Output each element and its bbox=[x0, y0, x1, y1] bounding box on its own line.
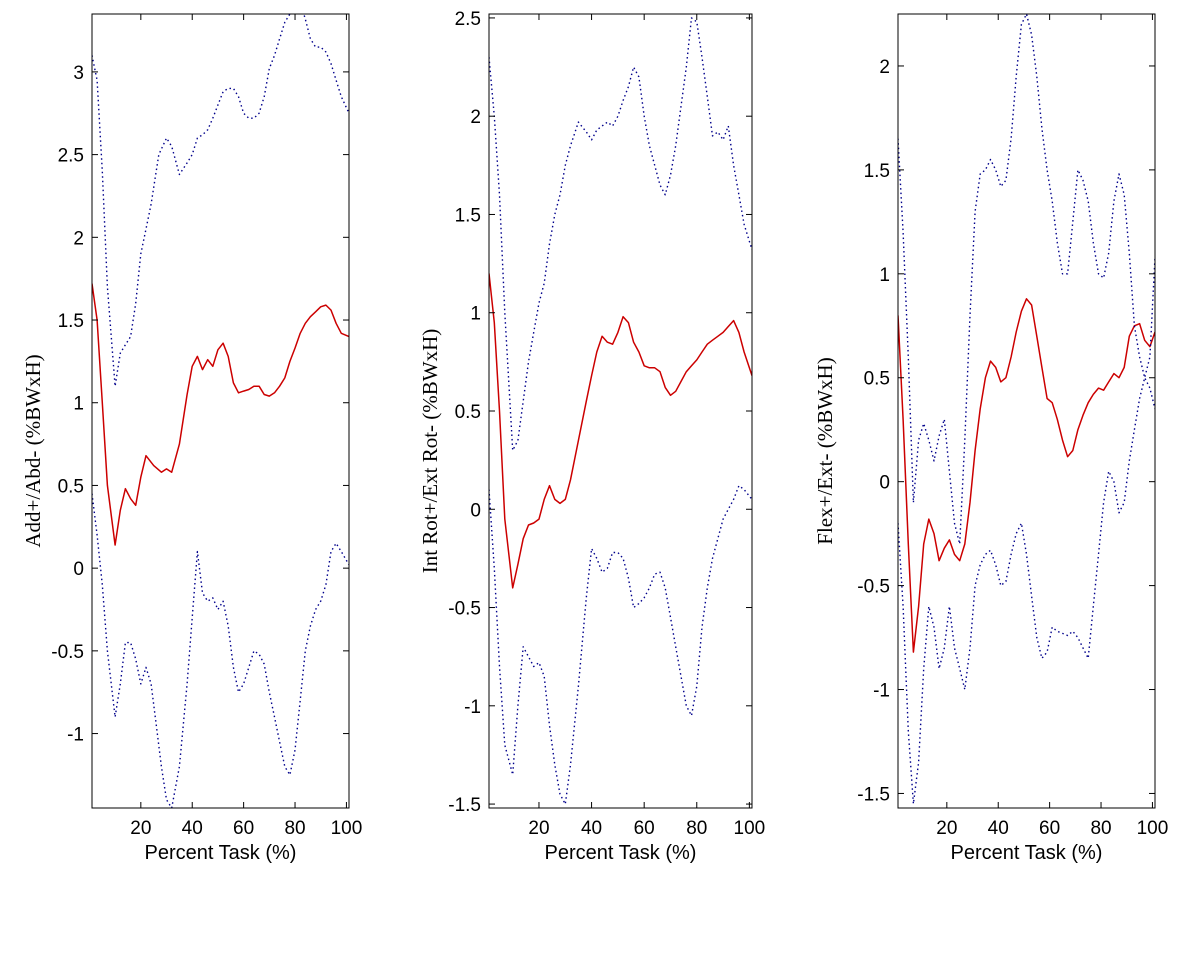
add-abd-x-tick-label: 40 bbox=[182, 818, 203, 839]
flex-ext-y-tick-label: 0 bbox=[879, 473, 890, 494]
add-abd-y-tick-label: 0 bbox=[73, 559, 84, 580]
flex-ext-x-axis-label: Percent Task (%) bbox=[951, 842, 1103, 864]
add-abd-x-tick-label: 60 bbox=[233, 818, 254, 839]
add-abd-axes-box bbox=[91, 13, 350, 809]
add-abd-y-tick-label: 2.5 bbox=[58, 146, 84, 167]
chart-panel-int-ext-rot: 20 40 60 80 100 -1.5 -1 -0.5 0 0.5 1 1.5 2 2.5 Percent… bbox=[418, 9, 765, 864]
flex-ext-series-bound-line-2 bbox=[898, 377, 1155, 805]
add-abd-y-axis-label: Add+/Abd- (%BWxH) bbox=[21, 354, 45, 547]
int-ext-rot-x-axis-label: Percent Task (%) bbox=[545, 842, 697, 864]
chart-panel-add-abd: 20 40 60 80 100 -1 -0.5 0 0.5 1 1.5 2 2.5 3 Percent Ta… bbox=[21, 13, 363, 864]
int-ext-rot-y-tick-label: 0 bbox=[470, 500, 481, 521]
flex-ext-x-tick-label: 20 bbox=[936, 818, 957, 839]
flex-ext-y-tick-label: 1.5 bbox=[864, 161, 890, 182]
flex-ext-x-tick-label: 80 bbox=[1090, 818, 1111, 839]
add-abd-series-mean-line bbox=[92, 283, 349, 546]
flex-ext-y-axis-label: Flex+/Ext- (%BWxH) bbox=[813, 357, 837, 544]
int-ext-rot-series-bound-line-1 bbox=[489, 17, 752, 451]
int-ext-rot-x-tick-label: 40 bbox=[581, 818, 602, 839]
flex-ext-x-tick-label: 60 bbox=[1039, 818, 1060, 839]
flex-ext-y-tick-label: -0.5 bbox=[857, 577, 890, 598]
int-ext-rot-x-tick-label: 20 bbox=[528, 818, 549, 839]
int-ext-rot-y-tick-label: 0.5 bbox=[455, 402, 481, 423]
flex-ext-x-tick-label: 100 bbox=[1137, 818, 1169, 839]
int-ext-rot-y-tick-label: -1 bbox=[464, 697, 481, 718]
add-abd-x-tick-label: 100 bbox=[331, 818, 363, 839]
int-ext-rot-y-tick-label: -1.5 bbox=[448, 795, 481, 816]
int-ext-rot-series-mean-line bbox=[489, 273, 752, 589]
flex-ext-series-mean-line bbox=[898, 298, 1155, 653]
flex-ext-y-tick-label: -1 bbox=[873, 681, 890, 702]
add-abd-series-bound-line-2 bbox=[92, 493, 349, 808]
add-abd-x-axis-label: Percent Task (%) bbox=[145, 842, 297, 864]
add-abd-x-tick-label: 80 bbox=[284, 818, 305, 839]
int-ext-rot-axes-box bbox=[488, 13, 753, 809]
add-abd-y-tick-label: 3 bbox=[73, 63, 84, 84]
flex-ext-series-bound-line-1 bbox=[898, 14, 1155, 545]
add-abd-y-tick-label: 0.5 bbox=[58, 476, 84, 497]
flex-ext-x-tick-label: 40 bbox=[988, 818, 1009, 839]
int-ext-rot-y-tick-label: 2 bbox=[470, 107, 481, 128]
int-ext-rot-y-tick-label: -0.5 bbox=[448, 599, 481, 620]
add-abd-y-tick-label: -1 bbox=[67, 725, 84, 746]
flex-ext-y-tick-label: 1 bbox=[879, 265, 890, 286]
add-abd-y-tick-label: 2 bbox=[73, 228, 84, 249]
add-abd-y-tick-label: 1.5 bbox=[58, 311, 84, 332]
chart-panel-flex-ext: 20 40 60 80 100 -1.5 -1 -0.5 0 0.5 1 1.5 2 Percent Ta… bbox=[813, 13, 1169, 864]
int-ext-rot-y-tick-label: 1 bbox=[470, 304, 481, 325]
add-abd-y-tick-label: 1 bbox=[73, 394, 84, 415]
int-ext-rot-x-tick-label: 100 bbox=[734, 818, 766, 839]
int-ext-rot-y-tick-label: 2.5 bbox=[455, 9, 481, 30]
int-ext-rot-y-axis-label: Int Rot+/Ext Rot- (%BWxH) bbox=[418, 329, 442, 574]
add-abd-y-tick-label: -0.5 bbox=[51, 642, 84, 663]
add-abd-x-tick-label: 20 bbox=[130, 818, 151, 839]
flex-ext-axes-box bbox=[897, 13, 1156, 809]
flex-ext-y-tick-label: -1.5 bbox=[857, 784, 890, 805]
add-abd-series-bound-line-1 bbox=[92, 14, 349, 387]
int-ext-rot-y-tick-label: 1.5 bbox=[455, 205, 481, 226]
int-ext-rot-x-tick-label: 80 bbox=[686, 818, 707, 839]
int-ext-rot-series-bound-line-2 bbox=[489, 485, 752, 805]
flex-ext-y-tick-label: 2 bbox=[879, 57, 890, 78]
int-ext-rot-x-tick-label: 60 bbox=[634, 818, 655, 839]
flex-ext-y-tick-label: 0.5 bbox=[864, 369, 890, 390]
